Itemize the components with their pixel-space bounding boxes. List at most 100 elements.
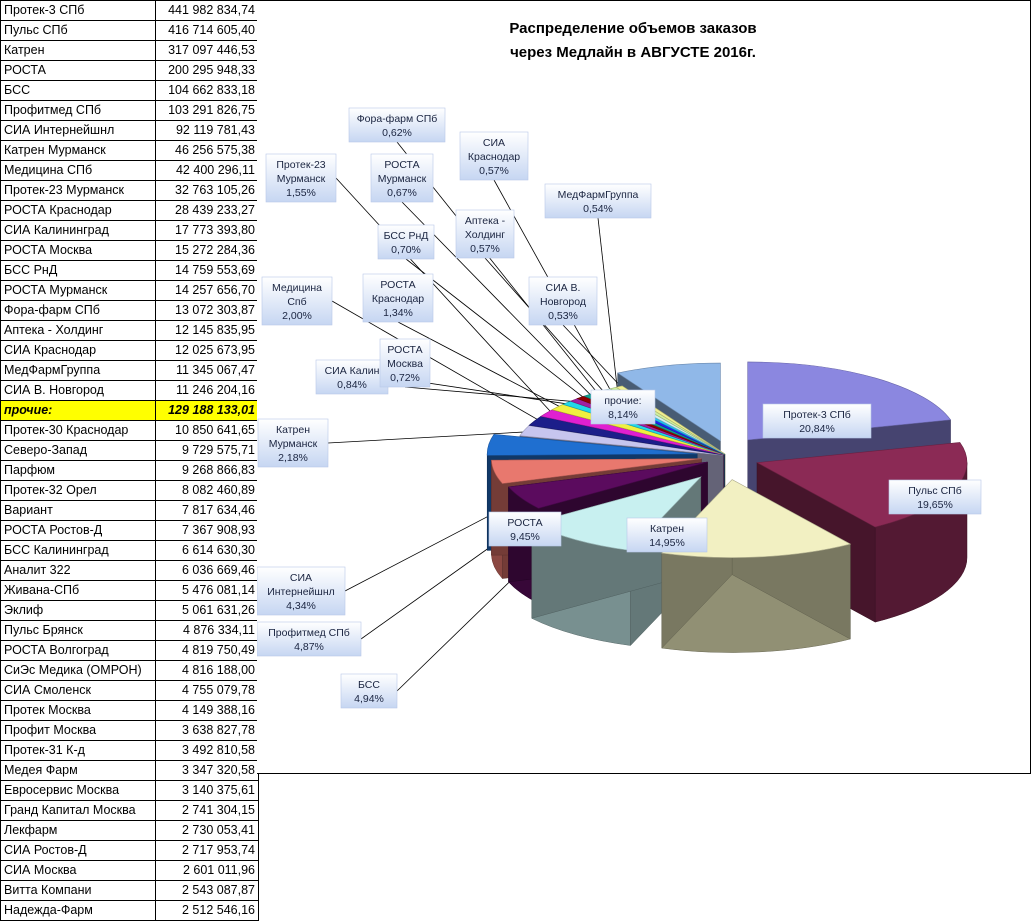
table-row: РОСТА Москва 15 272 284,36 [0, 240, 259, 261]
row-name: Витта Компани [0, 880, 156, 901]
row-name: БСС РнД [0, 260, 156, 281]
slice-name: Катрен [650, 523, 684, 535]
table-row: Профит Москва 3 638 827,78 [0, 720, 259, 741]
data-label-4: БСС 4,94% [340, 673, 398, 709]
table-row: Эклиф 5 061 631,26 [0, 600, 259, 621]
row-value: 6 614 630,30 [155, 540, 259, 561]
data-label-5: Профитмед СПб 4,87% [257, 621, 362, 657]
row-value: 28 439 233,27 [155, 200, 259, 221]
row-value: 2 717 953,74 [155, 840, 259, 861]
row-name: Лекфарм [0, 820, 156, 841]
row-name: Пульс Брянск [0, 620, 156, 641]
slice-name: Пульс СПб [908, 485, 961, 497]
slice-6 [486, 434, 698, 456]
slice-name: Фора-фарм СПб [357, 113, 438, 125]
table-row: РОСТА Волгоград 4 819 750,49 [0, 640, 259, 661]
slice-percent: 4,87% [294, 641, 324, 653]
slice-2 [661, 479, 852, 558]
row-name: Профит Москва [0, 720, 156, 741]
leader-line-5 [360, 537, 504, 640]
table-row: Протек-31 К-д 3 492 810,58 [0, 740, 259, 761]
data-label-10: РОСТА Краснодар 1,34% [362, 273, 434, 323]
slice-name: БСС РнД [384, 230, 429, 242]
row-value: 17 773 393,80 [155, 220, 259, 241]
table-row: БСС 104 662 833,18 [0, 80, 259, 101]
slice-percent: 19,65% [917, 499, 953, 511]
slice-name: РОСТА [380, 279, 415, 291]
table-row: РОСТА Ростов-Д 7 367 908,93 [0, 520, 259, 541]
table-row: РОСТА 200 295 948,33 [0, 60, 259, 81]
row-value: 7 817 634,46 [155, 500, 259, 521]
data-label-16: Аптека - Холдинг 0,57% [455, 209, 515, 259]
slice-name: РОСТА [387, 344, 422, 356]
row-value: 2 730 053,41 [155, 820, 259, 841]
table-row: Катрен 317 097 446,53 [0, 40, 259, 61]
data-label-box [362, 273, 434, 323]
row-value: 441 982 834,74 [155, 0, 259, 21]
row-value: 2 601 011,96 [155, 860, 259, 881]
row-value: 4 755 079,78 [155, 680, 259, 701]
slice-name: Мурманск [269, 438, 318, 450]
row-name: Фора-фарм СПб [0, 300, 156, 321]
row-value: 4 876 334,11 [155, 620, 259, 641]
data-label-box [348, 107, 446, 143]
data-label-box [377, 224, 435, 260]
data-label-15: Фора-фарм СПб 0,62% [348, 107, 446, 143]
row-name: Северо-Запад [0, 440, 156, 461]
data-label-box [257, 621, 362, 657]
leader-line-13 [405, 258, 587, 400]
table-row: Пульс Брянск 4 876 334,11 [0, 620, 259, 641]
slice-percent: 9,45% [510, 531, 540, 543]
table-row: РОСТА Мурманск 14 257 656,70 [0, 280, 259, 301]
slice-name: Спб [287, 296, 306, 308]
slice-percent: 0,70% [391, 244, 421, 256]
leader-line-9 [335, 177, 554, 415]
leader-line-16 [484, 257, 606, 394]
row-name: СИА Москва [0, 860, 156, 881]
row-name: Протек-30 Краснодар [0, 420, 156, 441]
row-value: 32 763 105,26 [155, 180, 259, 201]
leader-line-10 [397, 321, 565, 410]
data-label-box [340, 673, 398, 709]
table-row: РОСТА Краснодар 28 439 233,27 [0, 200, 259, 221]
row-name: Гранд Капитал Москва [0, 800, 156, 821]
table-row: СИА Краснодар 12 025 673,95 [0, 340, 259, 361]
slice-percent: 4,34% [286, 600, 316, 612]
row-value: 317 097 446,53 [155, 40, 259, 61]
row-name: Надежда-Фарм [0, 900, 156, 921]
slice-name: Новгород [540, 296, 586, 308]
data-label-12: РОСТА Москва 0,72% [379, 338, 431, 388]
row-name: Протек-31 К-д [0, 740, 156, 761]
row-value: 3 492 810,58 [155, 740, 259, 761]
slice-percent: 1,55% [286, 187, 316, 199]
data-label-7: Катрен Мурманск 2,18% [257, 418, 329, 468]
row-value: 2 512 546,16 [155, 900, 259, 921]
row-name: СИА В. Новгород [0, 380, 156, 401]
row-value: 3 347 320,58 [155, 760, 259, 781]
row-name: РОСТА Ростов-Д [0, 520, 156, 541]
table-row: Катрен Мурманск 46 256 575,38 [0, 140, 259, 161]
data-label-8: Медицина Спб 2,00% [261, 276, 333, 326]
data-label-box [261, 276, 333, 326]
table-row: Парфюм 9 268 866,83 [0, 460, 259, 481]
row-name: РОСТА [0, 60, 156, 81]
row-name: Аптека - Холдинг [0, 320, 156, 341]
slice-name: Медицина [272, 282, 322, 294]
row-value: 12 025 673,95 [155, 340, 259, 361]
table-row: Вариант 7 817 634,46 [0, 500, 259, 521]
row-value: 3 140 375,61 [155, 780, 259, 801]
table-row: Пульс СПб 416 714 605,40 [0, 20, 259, 41]
leader-line-19 [562, 324, 624, 390]
slice-name: СИА [290, 572, 312, 584]
row-name: РОСТА Волгоград [0, 640, 156, 661]
table-row: Фора-фарм СПб 13 072 303,87 [0, 300, 259, 321]
slice-name: Краснодар [372, 293, 424, 305]
table-row: Евросервис Москва 3 140 375,61 [0, 780, 259, 801]
data-table: Протек-3 СПб 441 982 834,74 Пульс СПб 416 7… [0, 0, 259, 921]
slice-percent: 0,54% [583, 203, 613, 215]
data-label-2: Катрен 14,95% [626, 517, 708, 553]
table-row: Аналит 322 6 036 669,46 [0, 560, 259, 581]
row-value: 8 082 460,89 [155, 480, 259, 501]
row-value: 2 543 087,87 [155, 880, 259, 901]
table-row: Витта Компани 2 543 087,87 [0, 880, 259, 901]
